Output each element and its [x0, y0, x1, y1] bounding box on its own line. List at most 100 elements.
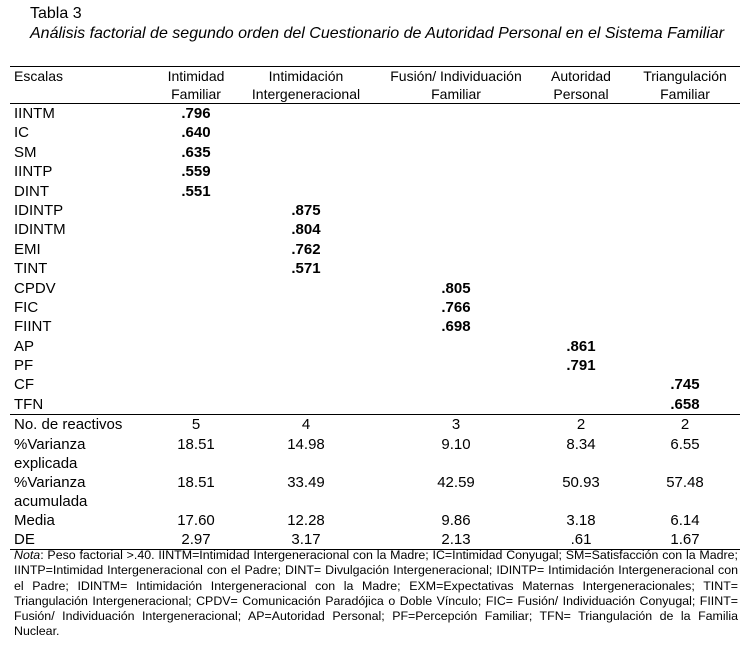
- column-header: Intimidad Familiar: [160, 67, 232, 104]
- empty-cell: [160, 279, 232, 298]
- stat-value: 5: [191, 416, 201, 434]
- column-header-line: Familiar: [431, 86, 481, 102]
- stat-value: 14.98: [287, 435, 325, 453]
- stat-value: 3: [451, 416, 461, 434]
- empty-cell: [630, 298, 740, 317]
- empty-cell: [380, 162, 532, 181]
- empty-cell: [232, 394, 380, 416]
- empty-cell: [160, 317, 232, 336]
- stat-label-line: %Varianza: [14, 435, 86, 453]
- table-row: TFN .658: [10, 394, 740, 416]
- scale-label: PF: [14, 357, 34, 375]
- empty-cell: [160, 375, 232, 394]
- empty-cell: [380, 394, 532, 416]
- empty-cell: [160, 298, 232, 317]
- column-header-line: Intimidad: [167, 68, 225, 84]
- empty-cell: [630, 182, 740, 201]
- empty-cell: [630, 143, 740, 162]
- table-row: IINTP .559: [10, 162, 740, 181]
- empty-cell: [232, 104, 380, 124]
- factor-loading: .875: [291, 201, 321, 219]
- empty-cell: [532, 279, 630, 298]
- stat-value: 12.28: [287, 511, 325, 529]
- column-header-line: Autoridad: [551, 68, 611, 84]
- table-row: IDINTP .875: [10, 201, 740, 220]
- stat-label-line: Media: [14, 511, 55, 529]
- stat-value: 4: [301, 416, 311, 434]
- empty-cell: [160, 201, 232, 220]
- stat-value: 2.13: [380, 530, 532, 551]
- stat-value: 18.51: [177, 473, 215, 491]
- scale-label: AP: [14, 337, 35, 355]
- table-row: FIINT .698: [10, 317, 740, 336]
- empty-cell: [232, 143, 380, 162]
- factor-loading: .635: [181, 143, 211, 161]
- table-row: CF .745: [10, 375, 740, 394]
- stat-label: No. de reactivos: [10, 415, 160, 435]
- empty-cell: [232, 356, 380, 375]
- empty-cell: [532, 240, 630, 259]
- column-header-line: Fusión/ Individuación: [390, 68, 522, 84]
- scale-label: CPDV: [14, 279, 56, 297]
- empty-cell: [630, 240, 740, 259]
- empty-cell: [532, 298, 630, 317]
- scale-label: IDINTP: [14, 201, 64, 219]
- column-header: Triangulación Familiar: [630, 67, 740, 104]
- stat-label-line: acumulada: [14, 492, 88, 510]
- stat-label-line: No. de reactivos: [14, 416, 123, 434]
- empty-cell: [630, 337, 740, 356]
- stat-value: 42.59: [437, 473, 475, 491]
- table-row: AP .861: [10, 337, 740, 356]
- empty-cell: [160, 240, 232, 259]
- stat-value: 1.67: [630, 530, 740, 551]
- factor-loading: .658: [630, 394, 740, 416]
- column-header-line: Familiar: [660, 86, 710, 102]
- empty-cell: [160, 259, 232, 278]
- stat-label: %Varianza acumulada: [10, 473, 160, 511]
- scale-label: IINTM: [14, 105, 55, 122]
- table-header: Escalas Intimidad Familiar Intimidación Inte…: [10, 66, 740, 104]
- stat-value: 9.10: [441, 435, 471, 453]
- stat-value: 3.18: [566, 511, 596, 529]
- table-row: EMI .762: [10, 240, 740, 259]
- scale-label: FIINT: [14, 318, 52, 336]
- factor-loading: .791: [566, 357, 596, 375]
- empty-cell: [532, 317, 630, 336]
- stat-label-line: DE: [14, 531, 35, 549]
- factor-loading: .745: [670, 376, 700, 394]
- factor-loading: .762: [291, 240, 321, 258]
- stat-value: 17.60: [177, 511, 215, 529]
- factor-loading: .640: [181, 124, 211, 142]
- table-row: IC .640: [10, 123, 740, 142]
- stats-row: DE 2.97 3.17 2.13.61 1.67: [10, 530, 740, 551]
- column-header-line: Intimidación: [268, 68, 344, 84]
- empty-cell: [630, 279, 740, 298]
- factor-loading: .559: [181, 163, 211, 181]
- table-row: IINTM .796: [10, 104, 740, 124]
- scale-label: IINTP: [14, 163, 53, 181]
- table-number: Tabla 3: [30, 5, 82, 22]
- column-header: Fusión/ Individuación Familiar: [380, 67, 532, 104]
- column-header-line: Personal: [553, 86, 609, 102]
- column-header: Intimidación Intergeneracional: [232, 67, 380, 104]
- empty-cell: [380, 182, 532, 201]
- scale-label: EMI: [14, 240, 41, 258]
- empty-cell: [380, 375, 532, 394]
- empty-cell: [630, 220, 740, 239]
- empty-cell: [380, 201, 532, 220]
- empty-cell: [532, 182, 630, 201]
- empty-cell: [380, 337, 532, 356]
- stat-value: 33.49: [287, 473, 325, 491]
- stat-label-line: %Varianza: [14, 473, 86, 491]
- stat-value: 3.17: [232, 530, 380, 551]
- stat-label-line: explicada: [14, 454, 78, 472]
- column-header: Escalas: [10, 67, 160, 104]
- note-label: Nota: [14, 548, 41, 562]
- stat-label: Media: [10, 511, 160, 530]
- scale-label: CF: [14, 376, 34, 394]
- factor-loading: .804: [291, 221, 321, 239]
- table-note: Nota: Peso factorial >.40. IINTM=Intimid…: [14, 548, 738, 640]
- empty-cell: [160, 337, 232, 356]
- empty-cell: [232, 317, 380, 336]
